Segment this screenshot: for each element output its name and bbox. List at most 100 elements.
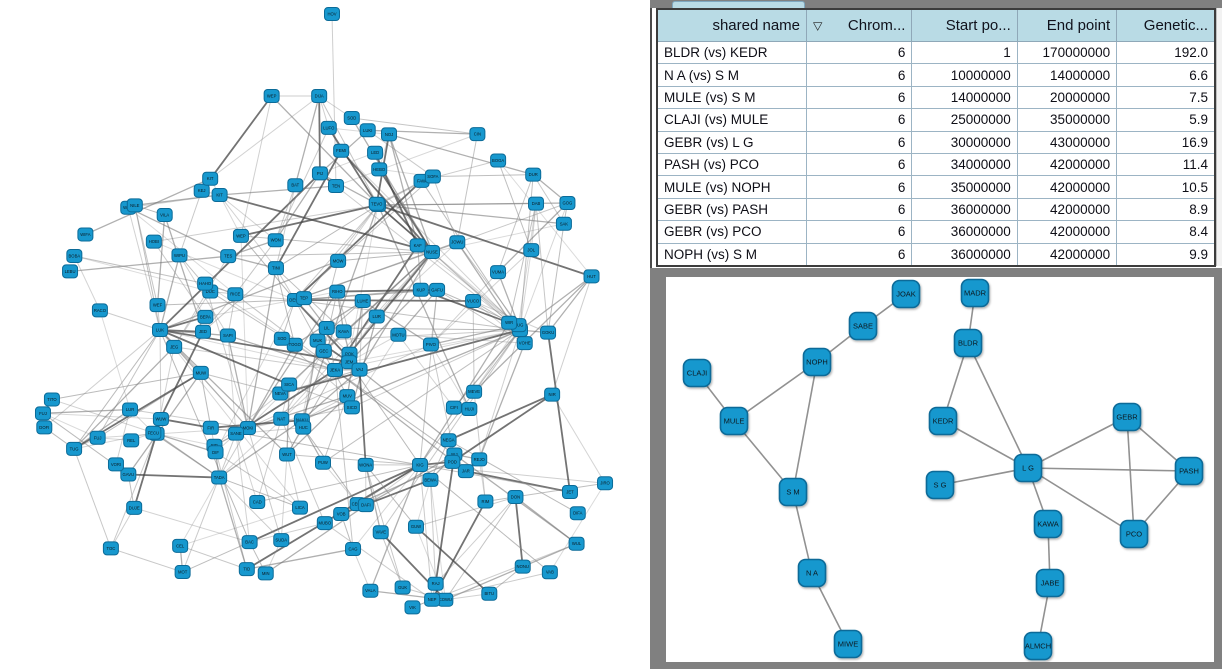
network-node[interactable]: LUR [368,309,385,324]
network-node[interactable]: MOW [330,253,347,268]
network-node[interactable]: GUW [407,519,424,534]
main-network-canvas[interactable]: HOVTENJEKAKIGDESENUSEMOKIJAHLUKTITMUBOPO… [0,0,650,669]
network-node[interactable]: CAD [249,494,266,509]
network-node[interactable]: DUJE [126,500,143,515]
network-node[interactable]: POD [444,454,461,469]
network-node[interactable]: TES [220,249,237,264]
network-node[interactable]: DIFA [569,506,586,521]
table-row[interactable]: MULE (vs) S M 6 14000000 20000000 7.5 [656,85,1216,110]
network-node[interactable]: TID [238,562,255,577]
filter-icon[interactable]: ▽ [813,19,823,32]
network-node[interactable]: NIR [544,387,561,402]
network-node[interactable]: JAR [457,464,474,479]
network-node[interactable]: TADA [211,470,228,485]
network-node[interactable]: VALA [362,583,379,598]
network-node[interactable]: MOTU [390,327,407,342]
network-node[interactable]: PIVO [422,337,439,352]
network-node[interactable]: DIJA [311,89,328,103]
column-header-2[interactable]: Start po... [911,9,1018,42]
graph-node-noph[interactable]: NOPH [802,347,832,377]
network-node[interactable]: FUJ [34,406,51,421]
table-tab-fragment[interactable] [672,1,805,8]
graph-node-madr[interactable]: MADR [960,278,990,308]
network-node[interactable]: LUK [152,323,168,337]
network-node[interactable]: BAT [287,178,304,193]
network-node[interactable]: RIHO [329,284,346,299]
graph-node-almch[interactable]: ALMCH [1023,631,1053,661]
cluster-canvas[interactable]: JOAK SABE NOPH CLAJI MULE S M N A MIWE MADR BLDR K… [666,277,1214,662]
network-node[interactable]: JEG [166,339,183,354]
table-scrollbar[interactable] [1216,8,1222,266]
network-node[interactable]: KAF [409,238,426,253]
network-node[interactable]: REJO [471,452,488,467]
network-node[interactable]: SAPI [219,328,236,343]
network-node[interactable]: GOKU [540,325,557,340]
network-node[interactable]: BAC [241,535,258,550]
network-node[interactable]: KAVA [335,324,352,339]
network-node[interactable]: KIT [211,188,228,203]
network-node[interactable]: WIPU [171,248,188,263]
network-node[interactable]: KUP [412,282,429,297]
network-node[interactable]: HOBI [145,234,162,249]
network-node[interactable]: NAT [273,411,290,426]
network-node[interactable]: FUJ [89,430,106,445]
network-node[interactable]: BITU [481,586,498,601]
network-node[interactable]: NUSE [424,245,440,259]
table-row[interactable]: GEBR (vs) L G 6 30000000 43000000 16.9 [656,130,1216,154]
network-node[interactable]: RAJ [427,576,444,591]
network-node[interactable]: GUK [394,580,411,595]
network-node[interactable]: HUJI [461,402,478,417]
network-node[interactable]: LUKI [359,123,376,138]
network-node[interactable]: GAVU [120,467,137,482]
network-node[interactable]: VUCO [465,293,482,308]
network-node[interactable]: MUBO [316,516,333,531]
network-node[interactable]: CAG [345,542,362,557]
network-node[interactable]: WEP [232,228,249,243]
table-row[interactable]: GEBR (vs) PASH 6 36000000 42000000 8.9 [656,197,1216,222]
network-node[interactable]: WUT [279,447,296,462]
network-node[interactable]: LUR [122,402,139,417]
network-node[interactable]: HOV [324,7,340,21]
graph-node-miwe[interactable]: MIWE [833,629,863,659]
network-node[interactable]: LED [367,145,384,160]
network-node[interactable]: BOBA [66,248,83,263]
network-node[interactable]: WUW [152,411,169,426]
graph-node-pash[interactable]: PASH [1174,456,1204,486]
network-node[interactable]: TEP [295,291,312,306]
network-node[interactable]: SAK [555,216,572,231]
network-node[interactable]: FIR [202,420,219,435]
graph-node-l-g[interactable]: L G [1013,453,1043,483]
network-node[interactable]: RACO [91,303,108,318]
table-row[interactable]: GEBR (vs) PCO 6 36000000 42000000 8.4 [656,220,1216,244]
network-node[interactable]: HUT [583,269,600,284]
network-node[interactable]: PIJ [311,166,328,181]
table-row[interactable]: PASH (vs) PCO 6 34000000 42000000 11.4 [656,152,1216,177]
network-node[interactable]: NONU [514,559,531,574]
network-node[interactable]: KIT [202,171,219,186]
graph-node-kawa[interactable]: KAWA [1033,509,1063,539]
network-node[interactable]: CIFI [445,400,462,415]
network-node[interactable]: VAB [541,565,558,580]
network-node[interactable]: MOT [174,565,191,580]
table-row[interactable]: NOPH (vs) S M 6 36000000 42000000 9.9 [656,242,1216,267]
column-header-3[interactable]: End point [1016,9,1118,42]
network-node[interactable]: WON [267,233,284,248]
column-header-1[interactable]: ▽ Chrom... [806,9,913,42]
network-node[interactable]: RICE [227,287,244,302]
network-node[interactable]: DUR [525,167,542,182]
network-node[interactable]: SUDA [273,533,290,548]
graph-node-jabe[interactable]: JABE [1035,568,1065,598]
network-node[interactable]: VOB [333,507,350,522]
table-row[interactable]: BLDR (vs) KEDR 6 1 170000000 192.0 [656,40,1216,65]
network-node[interactable]: DAFI [357,498,374,513]
network-node[interactable]: DAB [528,196,545,211]
network-node[interactable]: RIM [477,494,494,509]
network-node[interactable]: NILE [126,198,143,213]
graph-node-claji[interactable]: CLAJI [682,358,712,388]
network-node[interactable]: WEP [263,89,280,103]
network-node[interactable]: JIRO [597,476,614,491]
network-panel-main[interactable]: HOVTENJEKAKIGDESENUSEMOKIJAHLUKTITMUBOPO… [0,0,650,669]
network-node[interactable]: JET [561,485,578,500]
network-node[interactable]: GEC [315,343,332,358]
network-node[interactable]: WIFA [77,227,94,242]
